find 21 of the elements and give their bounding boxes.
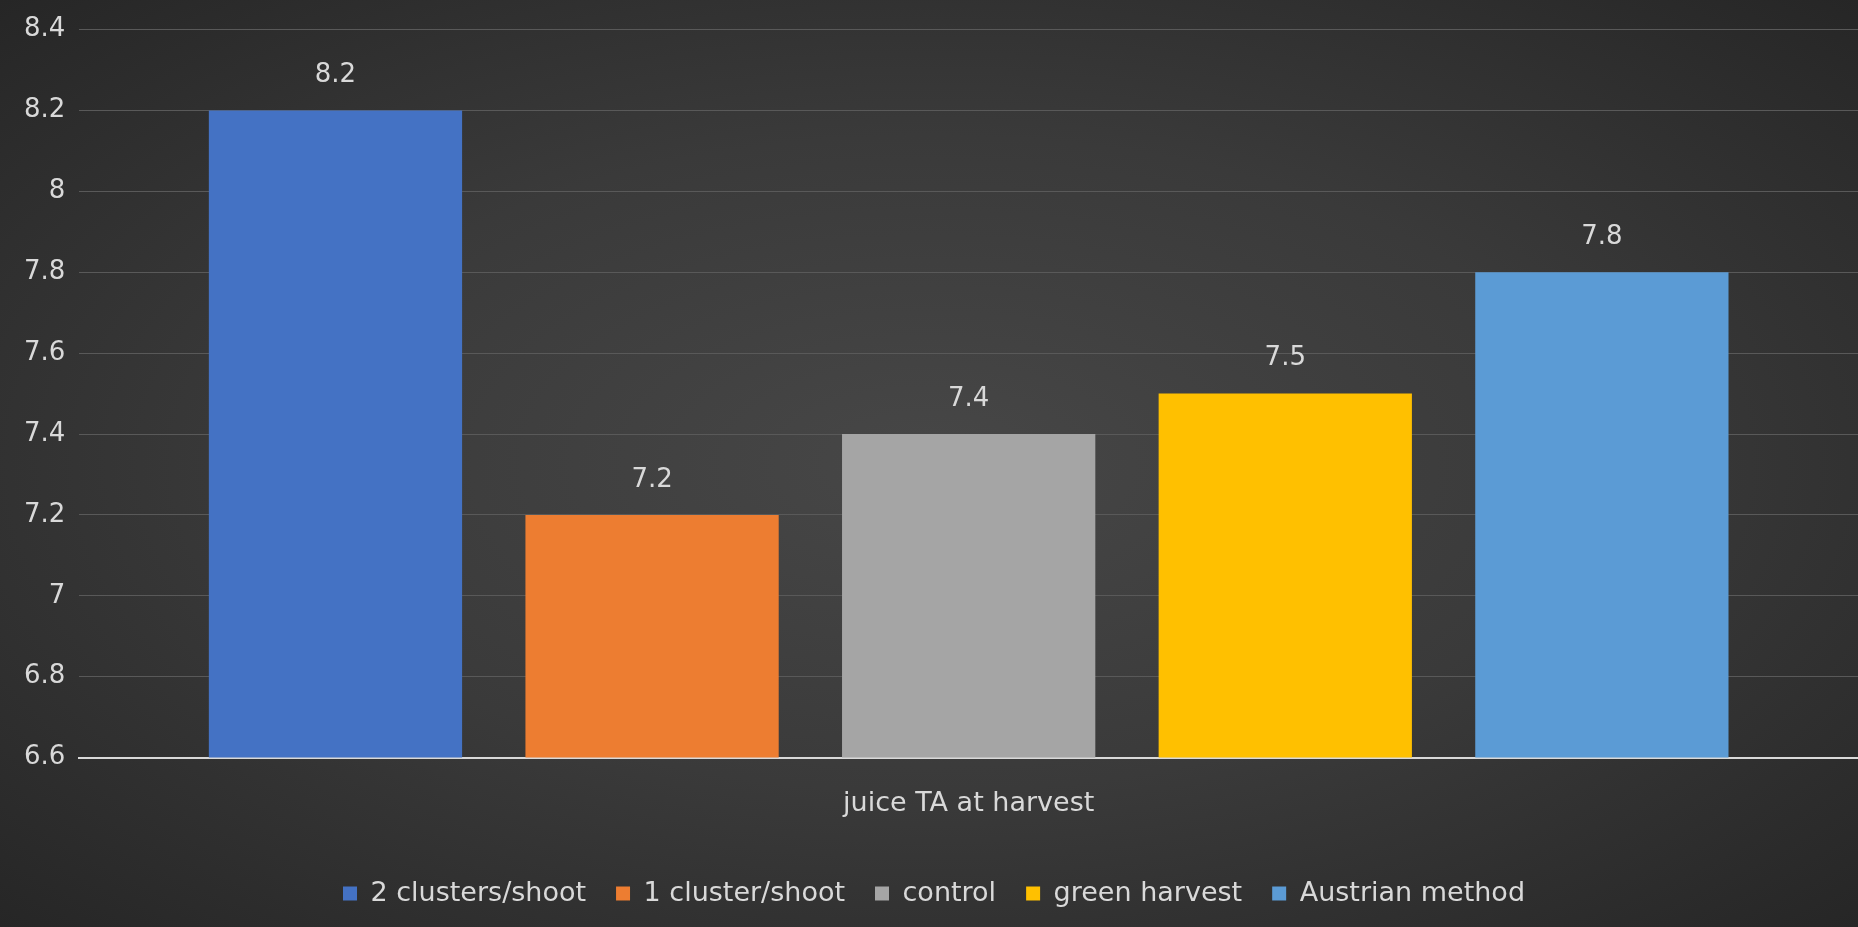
y-tick-label: 7.2 (23, 497, 66, 528)
y-tick-label: 7.6 (23, 335, 66, 366)
y-tick-label: 8 (48, 174, 66, 205)
legend-label: green harvest (1053, 875, 1243, 907)
x-tick-label: juice TA at harvest (842, 785, 1095, 817)
y-tick-label: 7.4 (23, 416, 66, 447)
legend-label: Austrian method (1299, 875, 1526, 907)
legend-label: 1 cluster/shoot (643, 875, 846, 907)
y-tick-label: 6.6 (23, 740, 66, 771)
data-label: 7.8 (1581, 220, 1623, 251)
data-label: 7.2 (631, 462, 673, 493)
legend-label: 2 clusters/shoot (370, 875, 587, 907)
y-tick-label: 7.8 (23, 255, 66, 286)
legend-label: control (902, 875, 997, 907)
data-label: 8.2 (314, 58, 357, 89)
y-tick-label: 8.4 (23, 12, 66, 43)
data-label: 7.5 (1264, 341, 1306, 372)
y-tick-label: 6.8 (23, 659, 66, 690)
y-tick-label: 8.2 (23, 93, 66, 124)
data-label: 7.4 (947, 381, 990, 412)
y-tick-label: 7 (48, 578, 66, 609)
